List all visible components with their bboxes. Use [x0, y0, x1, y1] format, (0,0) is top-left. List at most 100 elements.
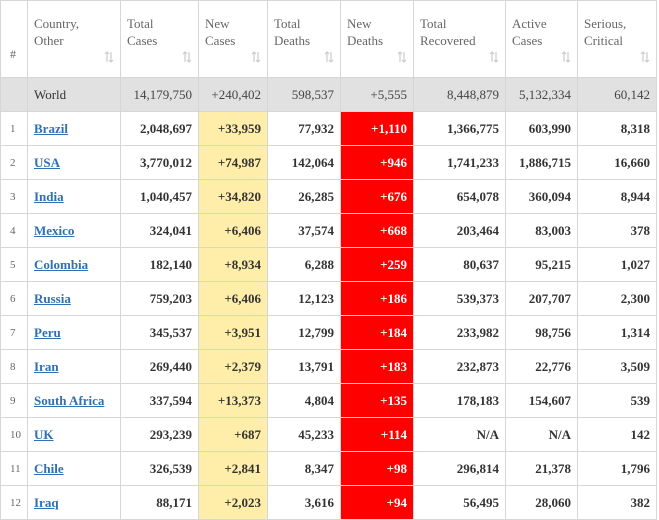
- country-link[interactable]: USA: [34, 154, 61, 170]
- cell: 539,373: [413, 281, 506, 316]
- cell: +184: [340, 315, 414, 350]
- header-text: Total: [127, 16, 154, 31]
- country-cell: India: [27, 179, 121, 214]
- cell-text: 1: [10, 122, 16, 135]
- cell-text: 1,886,715: [519, 154, 571, 170]
- header-text: Active: [512, 16, 547, 31]
- cell: 2,048,697: [120, 111, 199, 146]
- cell: 345,537: [120, 315, 199, 350]
- index-cell: [0, 77, 28, 112]
- country-cell: Chile: [27, 451, 121, 486]
- cell-text: +3,951: [224, 324, 261, 340]
- cell-text: 12,799: [298, 324, 334, 340]
- column-header[interactable]: Total Recovered: [413, 0, 506, 78]
- cell-text: +33,959: [217, 120, 261, 136]
- world-row: World 14,179,750 +240,402 598,537 +5,555 8,44…: [0, 77, 657, 112]
- country-link[interactable]: Iran: [34, 358, 59, 374]
- cell-text: +240,402: [211, 86, 261, 102]
- cell: 233,982: [413, 315, 506, 350]
- country-link[interactable]: Russia: [34, 290, 71, 306]
- cell-text: 6: [10, 292, 16, 305]
- header-text: Critical: [584, 33, 623, 48]
- cell-text: 337,594: [149, 392, 192, 408]
- cell-text: 60,142: [614, 86, 650, 102]
- country-cell: Colombia: [27, 247, 121, 282]
- header-text: Other: [34, 33, 64, 48]
- cell: +6,406: [198, 281, 268, 316]
- header-text: Serious,: [584, 16, 627, 31]
- country-link[interactable]: Peru: [34, 324, 61, 340]
- cell: 269,440: [120, 349, 199, 384]
- cell-text: +74,987: [217, 154, 261, 170]
- cell: 603,990: [505, 111, 578, 146]
- cell-text: +98: [386, 460, 407, 476]
- cell-text: N/A: [476, 426, 499, 442]
- cell-text: 83,003: [535, 222, 571, 238]
- country-link[interactable]: South Africa: [34, 392, 105, 408]
- cell-text: 12: [10, 496, 21, 509]
- cell: 88,171: [120, 485, 199, 520]
- cell: +1,110: [340, 111, 414, 146]
- cell: 98,756: [505, 315, 578, 350]
- cell-text: 95,215: [535, 256, 571, 272]
- column-header[interactable]: Active Cases: [505, 0, 578, 78]
- cell-text: 1,027: [620, 256, 650, 272]
- cell-text: 539,373: [456, 290, 499, 306]
- cell: +5,555: [340, 77, 414, 112]
- country-link[interactable]: Chile: [34, 460, 64, 476]
- cell: +135: [340, 383, 414, 418]
- cell: +259: [340, 247, 414, 282]
- cell-text: 1,040,457: [140, 188, 192, 204]
- country-cell: Peru: [27, 315, 121, 350]
- cell: 1,366,775: [413, 111, 506, 146]
- cell-text: 8,944: [620, 188, 650, 204]
- cell: 378: [577, 213, 657, 248]
- cell: 142,064: [267, 145, 341, 180]
- column-header[interactable]: Total Cases: [120, 0, 199, 78]
- cell-text: 269,440: [149, 358, 192, 374]
- country-link[interactable]: Brazil: [34, 120, 68, 136]
- cell: 13,791: [267, 349, 341, 384]
- cell: 324,041: [120, 213, 199, 248]
- cell: 14,179,750: [120, 77, 199, 112]
- cell: 22,776: [505, 349, 578, 384]
- cell-text: 8,347: [304, 460, 334, 476]
- cell: 539: [577, 383, 657, 418]
- country-cell: South Africa: [27, 383, 121, 418]
- cell-text: 378: [630, 222, 651, 238]
- cell-text: 28,060: [535, 494, 571, 510]
- cell-text: 26,285: [298, 188, 334, 204]
- country-link[interactable]: UK: [34, 426, 54, 442]
- cell: 12,799: [267, 315, 341, 350]
- cell: +183: [340, 349, 414, 384]
- cell: 232,873: [413, 349, 506, 384]
- country-link[interactable]: India: [34, 188, 64, 204]
- cell-text: 539: [630, 392, 651, 408]
- header-text: Cases: [512, 33, 543, 48]
- country-link[interactable]: Iraq: [34, 494, 59, 510]
- country-link[interactable]: Mexico: [34, 222, 75, 238]
- cell-text: 1,796: [620, 460, 650, 476]
- cell-text: 759,203: [149, 290, 192, 306]
- cell: 207,707: [505, 281, 578, 316]
- cell-text: 324,041: [149, 222, 192, 238]
- cell-text: 22,776: [535, 358, 571, 374]
- column-header[interactable]: New Cases: [198, 0, 268, 78]
- column-header[interactable]: Country, Other: [27, 0, 121, 78]
- country-row: 3 India 1,040,457 +34,820 26,285 +676 654,078 3…: [0, 179, 657, 214]
- country-link[interactable]: Colombia: [34, 256, 89, 272]
- column-header[interactable]: New Deaths: [340, 0, 414, 78]
- cell: +94: [340, 485, 414, 520]
- cell-text: 88,171: [156, 494, 192, 510]
- cell: 9: [0, 383, 28, 418]
- column-header[interactable]: Serious, Critical: [577, 0, 657, 78]
- cell: 26,285: [267, 179, 341, 214]
- cell-text: 2: [10, 156, 16, 169]
- cell-text: 598,537: [291, 86, 334, 102]
- column-header[interactable]: Total Deaths: [267, 0, 341, 78]
- country-row: 10 UK 293,239 +687 45,233 +114 N/A N/A 142: [0, 417, 657, 452]
- header-text: Country,: [34, 16, 80, 31]
- cell-text: 326,539: [149, 460, 192, 476]
- cell: 8,347: [267, 451, 341, 486]
